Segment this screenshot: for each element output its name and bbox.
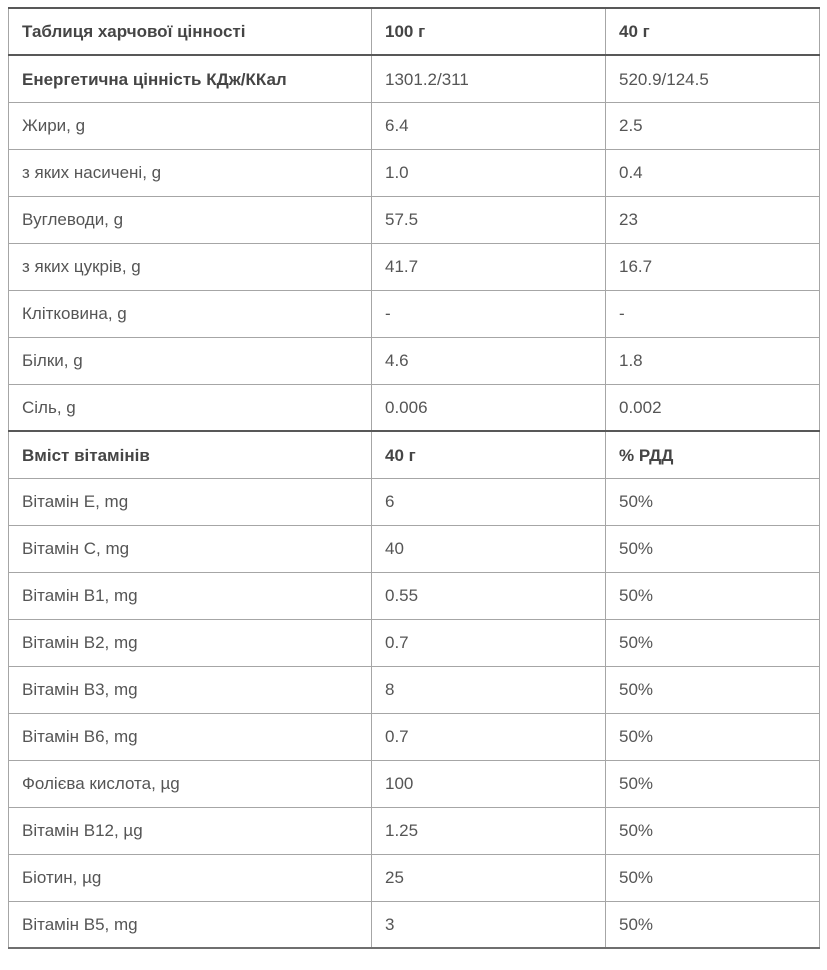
table-row: Клітковина, g-- bbox=[8, 289, 820, 338]
table-row: Вітамін E, mg 6 50% bbox=[8, 477, 820, 526]
cell-label: Білки, g bbox=[8, 336, 372, 385]
cell-label: Вітамін C, mg bbox=[8, 524, 372, 573]
cell-value-2: 50% bbox=[605, 618, 820, 667]
cell-label: Вміст вітамінів bbox=[8, 430, 372, 479]
table-row: Енергетична цінність КДж/ККал 1301.2/311 5… bbox=[8, 54, 820, 103]
table-row: Вітамін B5, mg 3 50% bbox=[8, 900, 820, 949]
cell-value-2: % РДД bbox=[605, 430, 820, 479]
table-row: Сіль, g 0.006 0.002 bbox=[8, 383, 820, 432]
table-row: Вітамін B1, mg 0.55 50% bbox=[8, 571, 820, 620]
cell-label: Енергетична цінність КДж/ККал bbox=[8, 54, 372, 103]
cell-value-1: 6 bbox=[371, 477, 606, 526]
cell-value-2: 23 bbox=[605, 195, 820, 244]
table-row: Вітамін B2, mg 0.7 50% bbox=[8, 618, 820, 667]
table-row: Таблиця харчової цінності 100 г 40 г bbox=[8, 7, 820, 56]
table-body: Таблиця харчової цінності 100 г 40 г Енерге… bbox=[8, 7, 820, 949]
cell-value-1: 1.25 bbox=[371, 806, 606, 855]
cell-value-1: 41.7 bbox=[371, 242, 606, 291]
cell-value-1: 1301.2/311 bbox=[371, 54, 606, 103]
cell-value-2: 50% bbox=[605, 477, 820, 526]
cell-value-2: 16.7 bbox=[605, 242, 820, 291]
cell-value-1: - bbox=[371, 289, 606, 338]
cell-value-1: 100 bbox=[371, 759, 606, 808]
cell-value-2: 50% bbox=[605, 853, 820, 902]
table-row: Жири, g 6.4 2.5 bbox=[8, 101, 820, 150]
nutrition-table: Таблиця харчової цінності 100 г 40 г Енерге… bbox=[8, 7, 820, 949]
table-row: Білки, g 4.6 1.8 bbox=[8, 336, 820, 385]
cell-value-2: 40 г bbox=[605, 7, 820, 56]
cell-label: Жири, g bbox=[8, 101, 372, 150]
cell-value-2: 50% bbox=[605, 759, 820, 808]
cell-label: з яких цукрів, g bbox=[8, 242, 372, 291]
cell-label: Вітамін B12, µg bbox=[8, 806, 372, 855]
table-row: з яких насичені, g 1.0 0.4 bbox=[8, 148, 820, 197]
cell-label: Клітковина, g bbox=[8, 289, 372, 338]
cell-label: Вітамін B1, mg bbox=[8, 571, 372, 620]
cell-value-1: 40 г bbox=[371, 430, 606, 479]
cell-value-1: 40 bbox=[371, 524, 606, 573]
cell-value-1: 25 bbox=[371, 853, 606, 902]
table-row: Вуглеводи, g 57.5 23 bbox=[8, 195, 820, 244]
table-row: Вітамін B3, mg 8 50% bbox=[8, 665, 820, 714]
cell-value-1: 0.006 bbox=[371, 383, 606, 432]
cell-value-1: 4.6 bbox=[371, 336, 606, 385]
cell-value-2: 2.5 bbox=[605, 101, 820, 150]
cell-value-1: 3 bbox=[371, 900, 606, 949]
cell-value-2: 50% bbox=[605, 806, 820, 855]
cell-value-2: 520.9/124.5 bbox=[605, 54, 820, 103]
cell-value-1: 57.5 bbox=[371, 195, 606, 244]
cell-value-1: 8 bbox=[371, 665, 606, 714]
cell-label: Вітамін E, mg bbox=[8, 477, 372, 526]
cell-label: Таблиця харчової цінності bbox=[8, 7, 372, 56]
cell-value-2: 50% bbox=[605, 900, 820, 949]
cell-label: Вітамін B5, mg bbox=[8, 900, 372, 949]
cell-value-2: 50% bbox=[605, 524, 820, 573]
table-row: Вміст вітамінів 40 г% РДД bbox=[8, 430, 820, 479]
cell-label: з яких насичені, g bbox=[8, 148, 372, 197]
cell-value-2: 0.4 bbox=[605, 148, 820, 197]
cell-label: Сіль, g bbox=[8, 383, 372, 432]
table-row: Біотин, µg 25 50% bbox=[8, 853, 820, 902]
cell-label: Вітамін B3, mg bbox=[8, 665, 372, 714]
cell-value-1: 0.7 bbox=[371, 712, 606, 761]
table-row: Вітамін C, mg 40 50% bbox=[8, 524, 820, 573]
table-row: Вітамін B12, µg 1.25 50% bbox=[8, 806, 820, 855]
table-row: Вітамін B6, mg 0.7 50% bbox=[8, 712, 820, 761]
cell-value-1: 6.4 bbox=[371, 101, 606, 150]
cell-value-1: 0.55 bbox=[371, 571, 606, 620]
cell-value-1: 100 г bbox=[371, 7, 606, 56]
table-row: Фолієва кислота, µg 100 50% bbox=[8, 759, 820, 808]
cell-label: Вітамін B6, mg bbox=[8, 712, 372, 761]
cell-value-2: 50% bbox=[605, 665, 820, 714]
cell-label: Біотин, µg bbox=[8, 853, 372, 902]
table-row: з яких цукрів, g 41.7 16.7 bbox=[8, 242, 820, 291]
cell-label: Фолієва кислота, µg bbox=[8, 759, 372, 808]
cell-value-2: - bbox=[605, 289, 820, 338]
cell-value-2: 50% bbox=[605, 712, 820, 761]
cell-value-2: 50% bbox=[605, 571, 820, 620]
cell-value-2: 0.002 bbox=[605, 383, 820, 432]
cell-value-1: 1.0 bbox=[371, 148, 606, 197]
cell-label: Вуглеводи, g bbox=[8, 195, 372, 244]
cell-label: Вітамін B2, mg bbox=[8, 618, 372, 667]
cell-value-1: 0.7 bbox=[371, 618, 606, 667]
cell-value-2: 1.8 bbox=[605, 336, 820, 385]
